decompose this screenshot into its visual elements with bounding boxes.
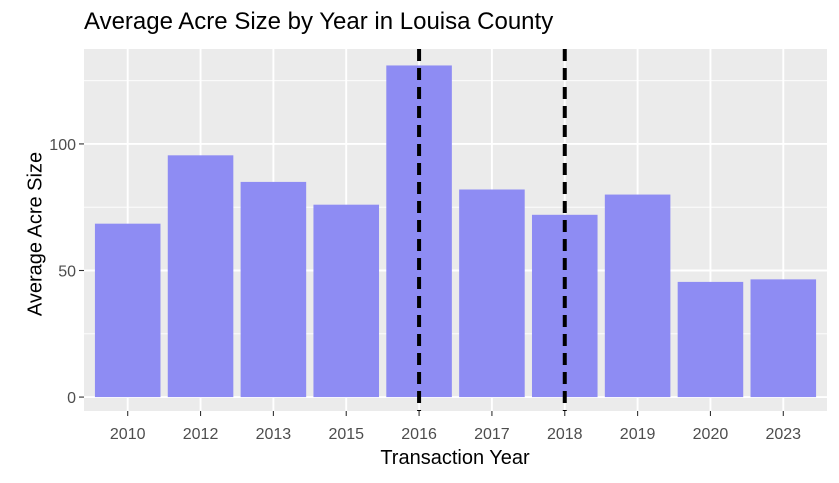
x-tick-label: 2015 [328,426,364,443]
bar [604,194,671,398]
bar [167,155,234,398]
x-tick-label: 2016 [401,426,437,443]
x-tick-label: 2023 [765,426,801,443]
y-tick-label: 0 [67,390,76,407]
x-tick-label: 2020 [693,426,729,443]
x-tick-label: 2017 [474,426,510,443]
x-tick-label: 2019 [620,426,656,443]
bar [677,281,744,398]
bar [459,189,525,398]
bar [240,181,307,398]
bar [750,279,817,398]
bar [94,223,161,398]
x-tick-label: 2013 [256,426,292,443]
x-axis-label: Transaction Year [380,447,530,469]
chart-title: Average Acre Size by Year in Louisa Coun… [84,8,554,35]
y-tick-label: 50 [58,264,76,281]
x-tick-label: 2018 [547,426,583,443]
x-tick-label: 2012 [183,426,219,443]
y-tick-label: 100 [49,137,76,154]
bar [313,204,380,398]
x-tick-label: 2010 [110,426,146,443]
